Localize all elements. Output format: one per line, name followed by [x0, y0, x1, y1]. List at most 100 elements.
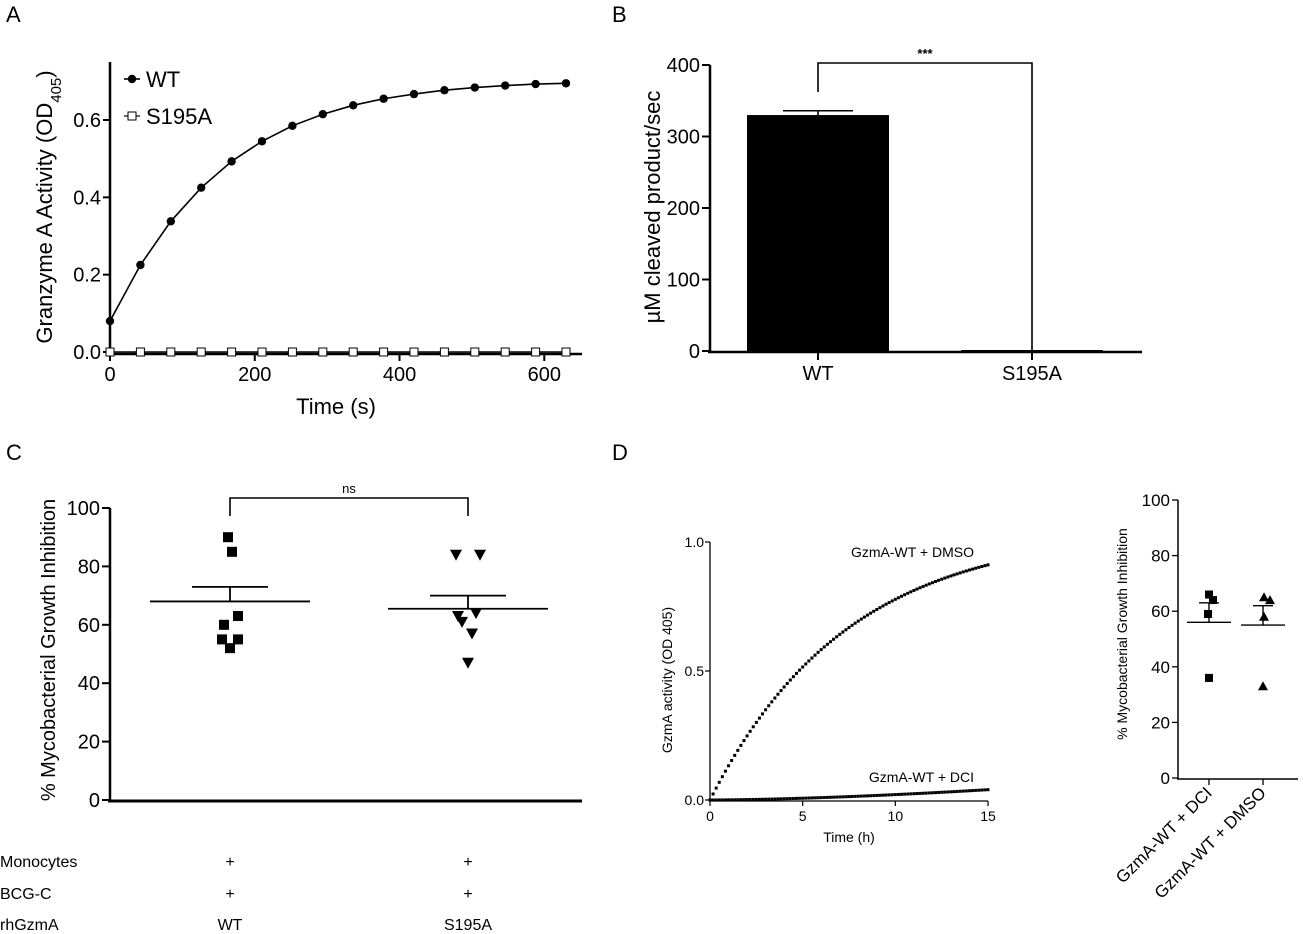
c-y-tick-label: 0 — [89, 790, 100, 812]
dl-dmso-point — [736, 748, 740, 752]
dl-dmso-point — [720, 775, 724, 779]
c-significance-bracket — [229, 497, 469, 516]
dr-y-tick-label: 60 — [1151, 602, 1170, 621]
dr-y-axis-label: % Mycobacterial Growth Inhibition — [1114, 528, 1130, 740]
c-condition-label: BCG-C — [0, 886, 52, 903]
dl-dci-point — [856, 794, 860, 798]
dl-dmso-point — [980, 565, 984, 569]
dl-dci-point — [754, 797, 758, 801]
dl-dmso-point — [841, 630, 845, 634]
b-y-tick-label: 300 — [667, 127, 700, 149]
dl-dmso-point — [770, 700, 774, 704]
a-x-tick-label: 400 — [383, 364, 416, 386]
c-y-tick-label: 40 — [78, 673, 100, 695]
a-x-tick-label: 200 — [238, 364, 271, 386]
dl-y-tick-label: 0.5 — [685, 663, 705, 679]
a-y-axis-label-subscript: 405 — [48, 78, 65, 103]
c-significance-label: ns — [342, 481, 356, 496]
dl-dci-point — [866, 794, 870, 798]
dl-dci-point — [838, 795, 842, 799]
a-x-tick-label: 600 — [528, 364, 561, 386]
dl-dmso-point — [971, 567, 975, 571]
a-wt-point — [470, 83, 479, 92]
dl-dci-point — [711, 798, 715, 802]
b-x-tick-label: S195A — [1002, 363, 1063, 385]
dl-dmso-point — [921, 584, 925, 588]
b-bar-wt — [747, 115, 889, 351]
c-s195a-point — [452, 611, 464, 623]
panel-c-scatter-chart: 0 20 40 60 80 100 % Mycobacterial Growth Inhib… — [0, 481, 582, 934]
dl-dci-point — [964, 789, 968, 793]
dl-dmso-point — [930, 581, 934, 585]
dl-dci-point — [720, 798, 724, 802]
dr-y-tick-label: 20 — [1151, 713, 1170, 732]
dl-dmso-point — [893, 597, 897, 601]
dl-dmso-point — [791, 675, 795, 679]
c-wt-point — [227, 546, 237, 557]
a-wt-point — [166, 217, 175, 226]
dl-dci-point — [967, 789, 971, 793]
dl-dmso-point — [896, 596, 900, 600]
dl-dci-point — [847, 795, 851, 799]
panel-d-time-course-chart: 0.0 0.5 1.0 0 5 10 15 Time (h) GzmA activity (OD… — [659, 534, 996, 845]
dl-dci-point — [816, 796, 820, 800]
dl-dmso-point — [937, 578, 941, 582]
a-legend-wt-marker — [127, 74, 137, 84]
dl-dmso-point — [838, 632, 842, 636]
dl-dmso-point — [832, 637, 836, 641]
a-wt-point — [105, 316, 115, 326]
a-wt-point — [349, 101, 358, 110]
a-wt-point — [501, 81, 510, 90]
b-y-tick-label: 200 — [667, 198, 700, 220]
dl-dci-point — [714, 798, 718, 802]
dl-dci-point — [742, 798, 746, 802]
dl-dci-point — [736, 798, 740, 802]
dl-dmso-point — [881, 604, 885, 608]
dl-dmso-point — [730, 759, 734, 763]
dr-y-tick-label: 100 — [1142, 491, 1170, 510]
panel-letter-a: A — [6, 2, 21, 27]
dl-dci-point — [909, 792, 913, 796]
dl-dmso-point — [875, 607, 879, 611]
c-y-axis-label: % Mycobacterial Growth Inhibition — [38, 499, 60, 801]
dl-dmso-point — [776, 692, 780, 696]
dl-dmso-point — [940, 577, 944, 581]
b-significance-bracket — [817, 62, 1033, 350]
dl-dci-point — [850, 794, 854, 798]
dl-dci-point — [801, 796, 805, 800]
dl-dmso-point — [862, 615, 866, 619]
a-s195a-point — [287, 347, 297, 357]
dl-dmso-point — [915, 587, 919, 591]
a-s195a-point — [561, 347, 571, 357]
c-wt-point — [225, 643, 235, 654]
a-s195a-point — [470, 347, 480, 357]
c-wt-point — [233, 634, 243, 645]
c-s195a-point — [450, 549, 462, 561]
b-y-axis-label: µM cleaved product/sec — [640, 91, 665, 324]
a-s195a-point — [196, 347, 206, 357]
a-s195a-point — [500, 347, 510, 357]
a-y-axis-label-close: ) — [32, 70, 57, 77]
c-s195a-point — [474, 549, 486, 561]
b-y-tick-label: 400 — [667, 55, 700, 77]
a-legend-s195a-label: S195A — [146, 104, 212, 129]
dl-dmso-point — [974, 566, 978, 570]
dl-dci-point — [937, 790, 941, 794]
a-s195a-point — [166, 347, 176, 357]
a-legend-s195a-marker — [127, 111, 137, 121]
dl-dci-point — [961, 789, 965, 793]
dr-dci-point — [1205, 590, 1213, 599]
dl-dci-point — [977, 788, 981, 792]
dl-x-tick-label: 0 — [706, 808, 714, 824]
a-s195a-point — [318, 347, 328, 357]
dl-dmso-point — [872, 609, 876, 613]
panel-letter-b: B — [612, 2, 627, 27]
dl-dmso-point — [869, 611, 873, 615]
dl-x-tick-label: 15 — [980, 808, 996, 824]
a-y-tick-label: 0.4 — [73, 187, 101, 209]
dl-dci-point — [903, 792, 907, 796]
dl-dmso-point — [890, 599, 894, 603]
dl-dci-point — [782, 797, 786, 801]
dl-dmso-point — [816, 650, 820, 654]
dl-dci-point — [807, 796, 811, 800]
